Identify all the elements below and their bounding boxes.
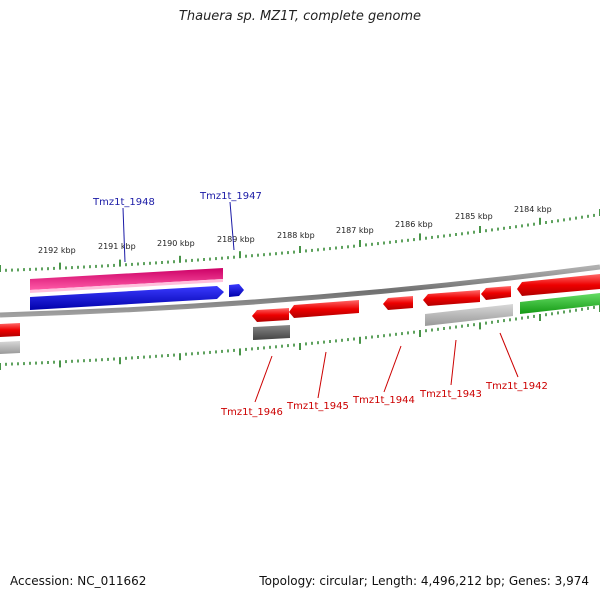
feature-grey-gene[interactable] [425, 304, 513, 326]
feature-pink-gene-shadow [30, 279, 223, 293]
forward-features [30, 268, 600, 314]
scale-label: 2189 kbp [217, 235, 255, 244]
scale-label: 2187 kbp [336, 226, 374, 235]
feature-red-gene[interactable] [383, 296, 413, 310]
scale-label: 2190 kbp [157, 239, 195, 248]
leader-line [383, 345, 402, 393]
leader-line [229, 201, 235, 251]
outer-tick-track [0, 209, 600, 272]
feature-red-gene[interactable] [481, 286, 511, 300]
gene-label-reverse[interactable]: Tmz1t_1945 [286, 401, 349, 412]
genome-backbone [0, 264, 600, 318]
scale-label: 2185 kbp [455, 212, 493, 221]
gene-labels: Tmz1t_1948 Tmz1t_1947 Tmz1t_1946 Tmz1t_1… [92, 191, 548, 418]
scale-label: 2191 kbp [98, 242, 136, 251]
scale-labels: 2192 kbp 2191 kbp 2190 kbp 2189 kbp 2188… [38, 205, 552, 255]
feature-red-gene[interactable] [517, 274, 600, 296]
gene-label-reverse[interactable]: Tmz1t_1942 [485, 381, 548, 392]
gene-label-reverse[interactable]: Tmz1t_1944 [352, 395, 415, 406]
leader-line [450, 339, 457, 386]
accession-text: Accession: NC_011662 [10, 574, 147, 588]
feature-red-gene[interactable] [289, 300, 359, 318]
feature-grey-gene[interactable] [0, 341, 20, 354]
inner-tick-track [0, 305, 600, 370]
leader-line [317, 351, 327, 399]
leader-line [122, 207, 126, 263]
scale-label: 2186 kbp [395, 220, 433, 229]
feature-blue-gene[interactable] [30, 286, 224, 310]
gene-label-reverse[interactable]: Tmz1t_1946 [220, 407, 283, 418]
scale-label: 2192 kbp [38, 246, 76, 255]
gene-label-reverse[interactable]: Tmz1t_1943 [419, 389, 482, 400]
feature-green-gene[interactable] [520, 293, 600, 314]
feature-dark-grey-gene[interactable] [253, 325, 290, 340]
scale-label: 2184 kbp [514, 205, 552, 214]
feature-red-gene[interactable] [252, 308, 289, 322]
scale-label: 2188 kbp [277, 231, 315, 240]
feature-pink-gene[interactable] [30, 268, 223, 290]
page-title: Thauera sp. MZ1T, complete genome [178, 9, 422, 24]
reverse-features [0, 286, 513, 354]
genome-summary-text: Topology: circular; Length: 4,496,212 bp… [259, 574, 589, 588]
feature-red-gene[interactable] [423, 290, 480, 306]
leader-lines [122, 201, 519, 403]
gene-label-forward[interactable]: Tmz1t_1947 [199, 191, 262, 202]
leader-line [254, 355, 273, 403]
gene-label-forward[interactable]: Tmz1t_1948 [92, 197, 155, 208]
leader-line [499, 332, 519, 378]
feature-red-gene[interactable] [0, 323, 20, 337]
feature-blue-gene-small[interactable] [229, 284, 244, 297]
